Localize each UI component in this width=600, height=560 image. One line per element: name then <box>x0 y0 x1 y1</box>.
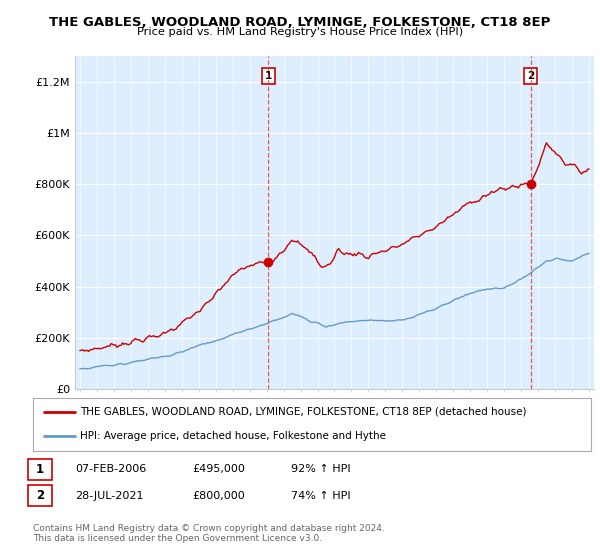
Text: 07-FEB-2006: 07-FEB-2006 <box>75 464 146 474</box>
Text: 92% ↑ HPI: 92% ↑ HPI <box>291 464 350 474</box>
Text: THE GABLES, WOODLAND ROAD, LYMINGE, FOLKESTONE, CT18 8EP: THE GABLES, WOODLAND ROAD, LYMINGE, FOLK… <box>49 16 551 29</box>
Text: Contains HM Land Registry data © Crown copyright and database right 2024.
This d: Contains HM Land Registry data © Crown c… <box>33 524 385 543</box>
Text: 28-JUL-2021: 28-JUL-2021 <box>75 491 143 501</box>
Text: £495,000: £495,000 <box>192 464 245 474</box>
Text: Price paid vs. HM Land Registry's House Price Index (HPI): Price paid vs. HM Land Registry's House … <box>137 27 463 37</box>
Text: HPI: Average price, detached house, Folkestone and Hythe: HPI: Average price, detached house, Folk… <box>80 431 386 441</box>
Text: £800,000: £800,000 <box>192 491 245 501</box>
Text: 2: 2 <box>527 71 535 81</box>
Text: 2: 2 <box>36 489 44 502</box>
Text: 74% ↑ HPI: 74% ↑ HPI <box>291 491 350 501</box>
Text: 1: 1 <box>265 71 272 81</box>
Text: THE GABLES, WOODLAND ROAD, LYMINGE, FOLKESTONE, CT18 8EP (detached house): THE GABLES, WOODLAND ROAD, LYMINGE, FOLK… <box>80 407 527 417</box>
Text: 1: 1 <box>36 463 44 476</box>
